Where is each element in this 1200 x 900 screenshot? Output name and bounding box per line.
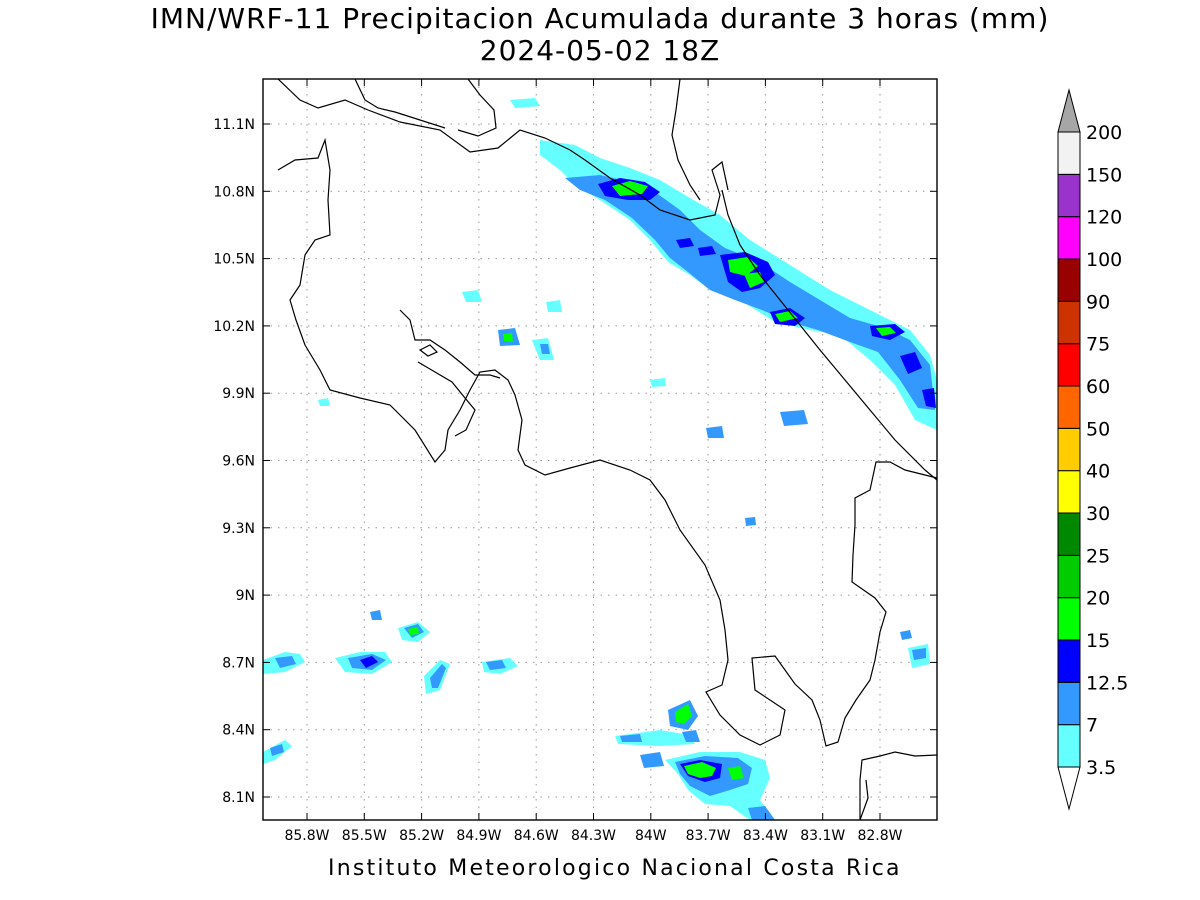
lake-nicaragua-shore	[457, 79, 497, 137]
lat-tick-label: 10.5N	[213, 252, 255, 268]
longitude-axis: 85.8W 85.5W 85.2W 84.9W 84.6W 84.3W 84W 83.7W 83…	[284, 79, 903, 844]
lat-tick-label: 11.1N	[213, 117, 255, 133]
colorbar-swatch	[1057, 724, 1081, 768]
chart-title: IMN/WRF-11 Precipitacion Acumulada duran…	[150, 2, 1050, 35]
colorbar-level-label: 150	[1086, 164, 1122, 186]
colorbar-swatch	[1057, 470, 1081, 514]
colorbar-under-triangle	[1057, 766, 1081, 811]
colorbar-level-label: 50	[1086, 418, 1110, 440]
colorbar-level-label: 90	[1086, 291, 1110, 313]
lat-tick-label: 9.9N	[222, 386, 255, 402]
lat-tick-label: 9.3N	[222, 521, 255, 537]
lat-tick-label: 8.4N	[222, 723, 255, 739]
colorbar-level-label: 200	[1086, 122, 1122, 144]
map-frame-border	[262, 78, 938, 821]
colorbar-swatch	[1057, 639, 1081, 683]
colorbar-level-label: 15	[1086, 630, 1110, 652]
nicoya-gulf-shore	[399, 309, 501, 379]
colorbar-swatch	[1057, 173, 1081, 218]
latitude-axis: 11.1N 10.8N 10.5N 10.2N 9.9N 9.6N 9.3N 9N 8.7N 8.…	[213, 117, 937, 806]
colorbar-swatch	[1057, 427, 1081, 472]
lon-tick-label: 82.8W	[857, 828, 902, 844]
chira-island	[418, 344, 439, 357]
lat-tick-label: 9N	[236, 588, 255, 604]
panama-border	[859, 751, 937, 820]
colorbar-swatch	[1057, 597, 1081, 641]
colorbar-swatch	[1057, 512, 1081, 556]
colorbar-level-label: 3.5	[1086, 757, 1116, 779]
colorbar-level-label: 12.5	[1086, 672, 1128, 694]
lon-tick-label: 83.7W	[686, 828, 731, 844]
colorbar-level-label: 60	[1086, 376, 1110, 398]
colorbar-level-label: 25	[1086, 545, 1110, 567]
rain-cells-scattered	[318, 98, 808, 526]
colorbar-level-label: 30	[1086, 503, 1110, 525]
nicaragua-caribbean-coast	[671, 79, 701, 201]
lon-tick-label: 84.6W	[514, 828, 559, 844]
lon-tick-label: 83.1W	[800, 828, 845, 844]
colorbar-level-label: 7	[1086, 715, 1098, 737]
lon-tick-label: 84.9W	[456, 828, 501, 844]
chart-subtitle-date: 2024-05-02 18Z	[479, 34, 721, 67]
lon-tick-label: 84W	[635, 828, 667, 844]
nicaragua-pacific-coast	[277, 79, 729, 221]
lat-tick-label: 10.8N	[213, 184, 255, 200]
lon-tick-label: 85.8W	[284, 828, 329, 844]
lon-tick-label: 85.2W	[399, 828, 444, 844]
costa-rica-pacific-coast	[277, 137, 937, 747]
lat-tick-label: 10.2N	[213, 319, 255, 335]
footer-credit: Instituto Meteorologico Nacional Costa R…	[328, 856, 902, 881]
lat-tick-label: 8.1N	[222, 790, 255, 806]
costa-rica-caribbean-coast	[721, 189, 937, 481]
colorbar-level-label: 100	[1086, 249, 1122, 271]
colorbar-swatch	[1057, 343, 1081, 387]
colorbar-swatch	[1057, 131, 1081, 175]
colorbar-level-label: 75	[1086, 334, 1110, 356]
colorbar-swatch	[1057, 554, 1081, 599]
nicoya-peninsula-inner	[417, 361, 476, 437]
colorbar-level-label: 120	[1086, 207, 1122, 229]
colorbar-swatch	[1057, 385, 1081, 429]
burica-peninsula	[859, 779, 869, 820]
lon-tick-label: 84.3W	[571, 828, 616, 844]
map-frame-background	[263, 79, 937, 820]
colorbar-level-label: 40	[1086, 461, 1110, 483]
colorbar-swatch	[1057, 258, 1081, 302]
coastlines-borders	[277, 79, 937, 820]
lon-tick-label: 85.5W	[342, 828, 387, 844]
lat-tick-label: 9.6N	[222, 454, 255, 470]
lat-tick-label: 8.7N	[222, 655, 255, 671]
nicaragua-nw-shore	[354, 79, 446, 129]
colorbar: 3.5 7 12.5 15 20 25 30 40 50 60 75 90 100 120 150 200	[1057, 88, 1128, 811]
colorbar-over-triangle	[1057, 88, 1081, 133]
colorbar-swatch	[1057, 681, 1081, 726]
colorbar-swatch	[1057, 216, 1081, 260]
colorbar-swatch	[1057, 300, 1081, 345]
colorbar-level-label: 20	[1086, 588, 1110, 610]
rain-cells-south	[263, 610, 930, 820]
lon-tick-label: 83.4W	[743, 828, 788, 844]
